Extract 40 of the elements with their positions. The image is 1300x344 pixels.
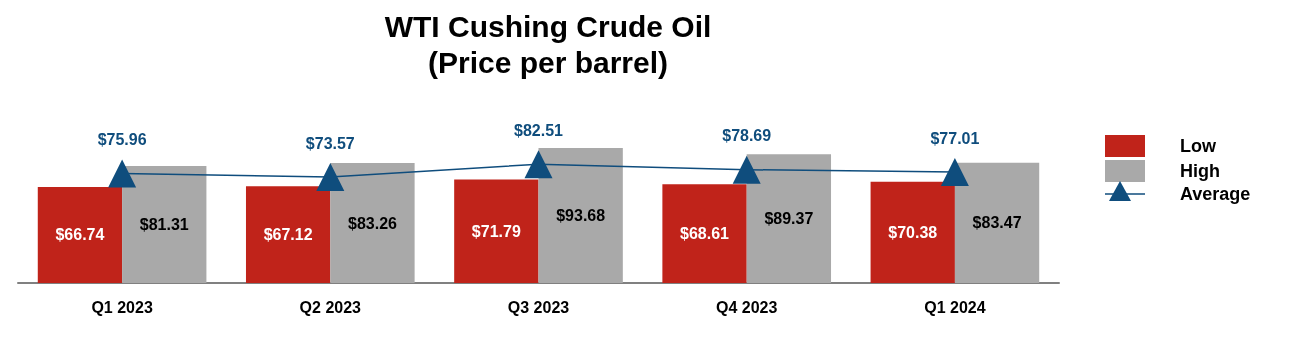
data-label: $66.74 bbox=[55, 226, 105, 244]
data-label: $77.01 bbox=[930, 129, 980, 147]
data-label: $83.47 bbox=[972, 214, 1022, 232]
bar bbox=[330, 163, 415, 283]
data-label: $81.31 bbox=[139, 215, 189, 233]
point bbox=[316, 163, 345, 192]
chart-subtitle: (Price per barrel) bbox=[427, 45, 669, 79]
data-label: $83.26 bbox=[347, 214, 398, 232]
legend-label: Low bbox=[1180, 136, 1217, 156]
bar bbox=[245, 186, 331, 283]
bar bbox=[954, 162, 1040, 283]
chart-title: WTI Cushing Crude Oil bbox=[384, 9, 712, 43]
data-label: $82.51 bbox=[514, 121, 564, 139]
data-label: $73.57 bbox=[305, 134, 355, 152]
legend-label: Average bbox=[1180, 184, 1251, 204]
bar bbox=[746, 154, 832, 283]
bar bbox=[37, 186, 123, 283]
bar bbox=[662, 184, 747, 283]
x-tick-label: Q3 2023 bbox=[507, 298, 570, 316]
x-tick-label: Q1 2024 bbox=[924, 298, 986, 316]
x-tick-label: Q2 2023 bbox=[299, 298, 362, 316]
x-tick-label: Q4 2023 bbox=[716, 298, 778, 316]
bar bbox=[538, 148, 623, 283]
data-label: $68.61 bbox=[680, 225, 730, 243]
data-label: $89.37 bbox=[764, 210, 814, 228]
point bbox=[732, 155, 761, 184]
x-tick-label: Q1 2023 bbox=[91, 298, 153, 316]
bar bbox=[454, 179, 539, 283]
data-label: $70.38 bbox=[888, 223, 938, 241]
data-label: $67.12 bbox=[263, 226, 313, 244]
point bbox=[108, 159, 137, 188]
data-label: $75.96 bbox=[97, 131, 147, 149]
point bbox=[524, 150, 553, 179]
bar bbox=[870, 181, 955, 283]
point bbox=[940, 158, 969, 187]
data-label: $93.68 bbox=[556, 207, 606, 225]
data-label: $71.79 bbox=[471, 222, 521, 240]
data-label: $78.69 bbox=[722, 127, 772, 145]
bar bbox=[122, 165, 207, 283]
legend-label: High bbox=[1180, 161, 1220, 181]
